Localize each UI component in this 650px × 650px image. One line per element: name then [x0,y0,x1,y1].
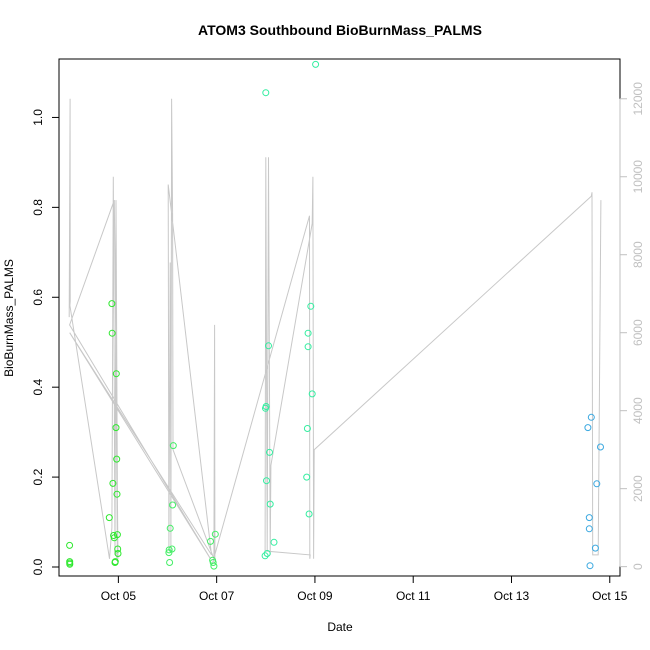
data-point [109,479,117,487]
data-point [169,442,177,450]
data-point [304,343,312,351]
data-point [586,562,594,570]
data-point [587,413,595,421]
data-point [114,550,122,557]
y-tick-label: 0.8 [31,199,45,216]
data-point [304,329,312,337]
y-tick-label: 0.0 [31,558,45,575]
y2-tick-label: 6000 [631,319,645,346]
y2-tick-label: 2000 [631,475,645,502]
data-point [307,302,315,310]
data-point [66,541,74,549]
data-point [166,524,174,532]
altitude-line [68,98,602,563]
data-point [113,490,121,498]
data-point [210,562,218,570]
altitude-trace [68,98,602,563]
data-point [597,443,604,451]
data-point [168,545,176,553]
data-point [166,559,174,566]
data-point [585,514,593,522]
data-points [66,60,604,570]
data-point [265,342,272,350]
x-axis-label: Date [327,620,353,634]
data-point [591,544,599,552]
y-tick-label: 0.4 [31,379,45,396]
x-tick-label: Oct 07 [199,589,235,603]
x-tick-label: Oct 11 [396,589,431,603]
chart-title: ATOM3 Southbound BioBurnMass_PALMS [198,22,482,38]
data-point [207,537,214,545]
data-point [266,500,274,508]
y-tick-label: 0.2 [31,468,45,485]
data-point [108,300,116,308]
y-tick-label: 0.6 [31,289,45,306]
data-point [303,425,311,432]
y2-tick-label: 0 [631,563,645,570]
data-point [112,424,120,432]
x-tick-label: Oct 05 [101,589,137,603]
y2-tick-label: 8000 [631,241,645,268]
data-point [108,329,116,337]
data-point [262,89,270,97]
data-point [169,501,177,509]
data-point [113,531,121,539]
y-axis-label: BioBurnMass_PALMS [2,259,16,377]
data-point [66,560,74,568]
data-point [584,424,592,432]
y2-tick-label: 4000 [631,397,645,424]
data-point [263,477,270,485]
data-point [312,60,320,68]
data-point [112,370,120,378]
data-point [303,473,311,481]
data-point [305,510,313,518]
x-tick-label: Oct 15 [592,589,628,603]
data-point [114,545,122,553]
data-point [262,403,270,410]
data-point [593,480,601,488]
data-point [105,514,113,522]
y2-tick-label: 12000 [631,82,645,116]
y2-tick-label: 10000 [631,160,645,194]
data-point [111,558,119,566]
data-point [211,530,219,538]
data-point [113,455,121,463]
x-tick-label: Oct 13 [494,589,530,603]
data-point [270,538,278,546]
y-tick-label: 1.0 [31,109,45,126]
data-point [308,390,316,398]
axes: Oct 05 Oct 07 Oct 09 Oct 11 Oct 13 Oct 15 0.0 0… [31,82,645,603]
data-point [263,550,271,557]
data-point [209,559,217,566]
data-point [261,552,269,560]
data-point [585,525,593,533]
x-tick-label: Oct 09 [297,589,333,603]
data-point [266,448,273,456]
